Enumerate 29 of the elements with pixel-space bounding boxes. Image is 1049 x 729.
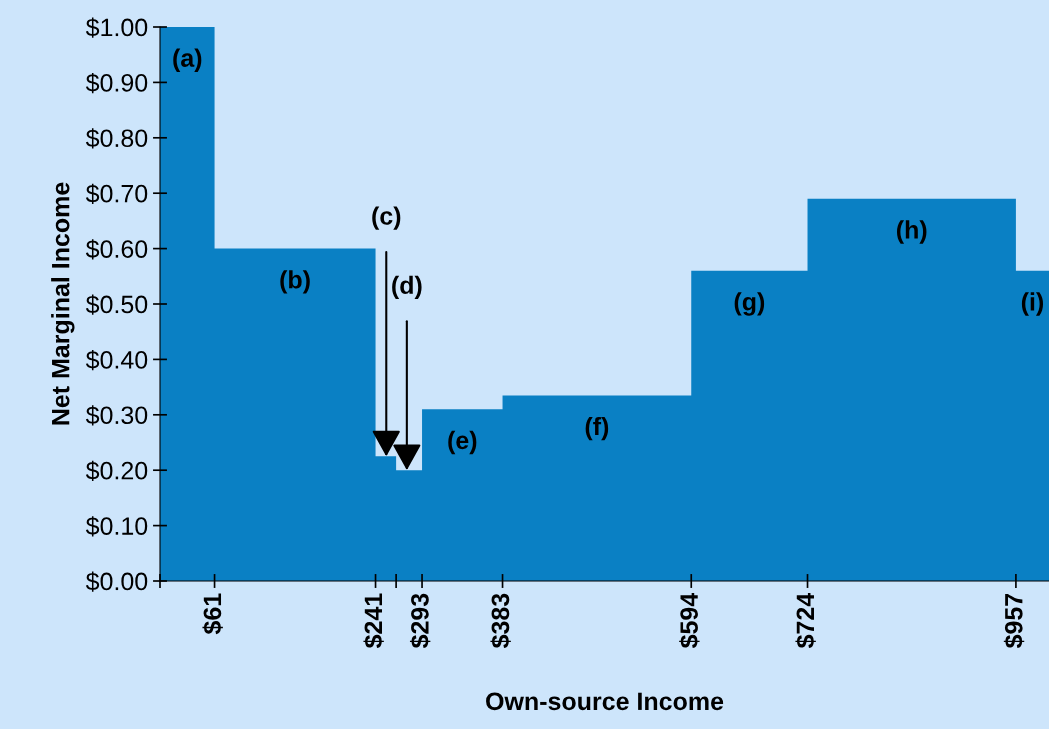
annotation: (c) [372,206,401,230]
y-tick-label: $1.00 [85,17,148,38]
y-tick-label: $0.60 [85,239,148,260]
annotation: (b) [280,270,310,294]
annotation: (d) [392,275,422,300]
x-tick-label: $61 [202,593,223,635]
y-tick-label: $0.70 [85,183,148,204]
annotation: (i) [1021,292,1044,316]
annotation: (a) [173,48,202,72]
y-tick-label: $0.10 [85,516,148,537]
y-tick-label: $0.50 [85,294,148,315]
y-tick-label: $0.30 [85,405,148,426]
annotation: (f) [585,417,609,441]
x-tick-label: $383 [490,593,511,649]
x-tick-label: $957 [1003,593,1025,649]
x-axis-title: Own-source Income [486,692,724,711]
annotation: (g) [734,292,765,316]
y-tick-label: $0.80 [85,128,148,149]
y-tick-label: $0.40 [85,349,148,371]
x-tick-label: $594 [679,592,700,649]
x-tick-label: $241 [363,593,384,649]
y-tick-label: $0.20 [85,460,148,481]
y-tick-label: $0.00 [85,571,148,592]
annotation: (e) [448,430,477,455]
y-tick-label: $0.90 [85,72,148,94]
x-tick-label: $724 [795,592,816,649]
y-axis-title: Net Marginal Income [51,182,75,425]
annotation: (h) [897,220,927,244]
x-tick-label: $293 [409,593,431,649]
